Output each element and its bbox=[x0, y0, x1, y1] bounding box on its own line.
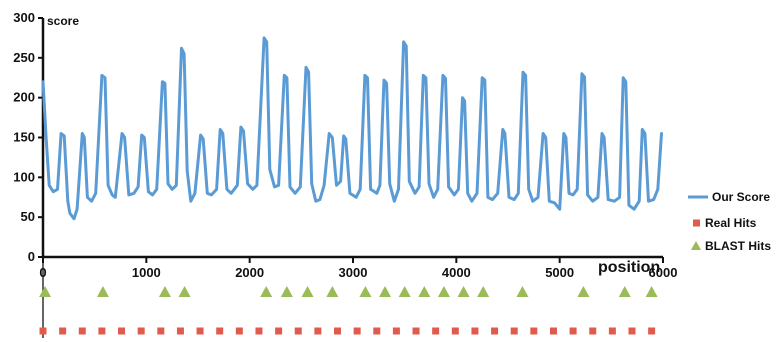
real-hit-marker bbox=[549, 327, 557, 335]
real-hit-marker bbox=[275, 327, 283, 335]
y-tick-label: 200 bbox=[13, 90, 35, 105]
real-hit-marker bbox=[98, 327, 106, 335]
y-tick-label: 0 bbox=[28, 249, 35, 264]
real-hit-marker bbox=[216, 327, 224, 335]
y-axis-ticks: 0 50 100 150 200 250 300 bbox=[13, 10, 43, 264]
x-axis-ticks: 0 1000 2000 3000 4000 5000 6000 bbox=[39, 257, 677, 280]
real-hit-marker bbox=[255, 327, 263, 335]
real-hit-marker bbox=[118, 327, 126, 335]
x-tick-label: 2000 bbox=[235, 265, 264, 280]
real-hit-marker bbox=[294, 327, 302, 335]
y-tick-label: 250 bbox=[13, 50, 35, 65]
real-hit-marker bbox=[471, 327, 479, 335]
x-tick-label: 3000 bbox=[339, 265, 368, 280]
real-hit-marker bbox=[137, 327, 145, 335]
real-hit-marker bbox=[608, 327, 616, 335]
real-hit-marker bbox=[59, 327, 67, 335]
real-hit-marker bbox=[353, 327, 361, 335]
legend-label: BLAST Hits bbox=[705, 239, 771, 253]
x-tick-label: 1000 bbox=[132, 265, 161, 280]
blast-hit-marker bbox=[158, 286, 171, 297]
real-hit-marker bbox=[569, 327, 577, 335]
real-hit-marker bbox=[235, 327, 243, 335]
blast-hit-marker bbox=[178, 286, 191, 297]
real-hit-marker bbox=[412, 327, 420, 335]
blast-hits-markers bbox=[39, 286, 658, 297]
chart-axes bbox=[41, 18, 663, 338]
blast-hit-marker bbox=[418, 286, 431, 297]
real-hit-marker bbox=[491, 327, 499, 335]
blast-hit-marker bbox=[645, 286, 658, 297]
real-hit-marker bbox=[39, 327, 47, 335]
real-hit-marker bbox=[157, 327, 165, 335]
blast-hit-marker bbox=[301, 286, 314, 297]
blast-hit-marker bbox=[618, 286, 631, 297]
real-hits-markers bbox=[39, 327, 656, 335]
real-hit-marker bbox=[510, 327, 518, 335]
y-tick-label: 150 bbox=[13, 130, 35, 145]
y-tick-label: 300 bbox=[13, 10, 35, 25]
real-hit-marker bbox=[432, 327, 440, 335]
legend-label: Our Score bbox=[712, 190, 770, 204]
real-hit-marker bbox=[648, 327, 656, 335]
blast-hit-marker bbox=[437, 286, 450, 297]
real-hit-marker bbox=[334, 327, 341, 335]
x-tick-label: 6000 bbox=[649, 265, 678, 280]
x-axis-label: position bbox=[598, 259, 660, 276]
blast-hit-marker bbox=[96, 286, 109, 297]
real-hit-marker bbox=[373, 327, 381, 335]
x-tick-label: 5000 bbox=[545, 265, 574, 280]
blast-hit-marker bbox=[516, 286, 529, 297]
y-axis-label: score bbox=[47, 14, 79, 28]
y-tick-label: 50 bbox=[21, 209, 35, 224]
y-tick-label: 100 bbox=[13, 169, 35, 184]
real-hit-marker bbox=[176, 327, 184, 335]
real-hit-marker bbox=[530, 327, 538, 335]
real-hit-marker bbox=[78, 327, 86, 335]
blast-hit-marker bbox=[577, 286, 590, 297]
blast-hit-marker bbox=[359, 286, 372, 297]
real-hit-marker bbox=[314, 327, 322, 335]
real-hit-marker bbox=[392, 327, 400, 335]
real-hit-marker bbox=[451, 327, 459, 335]
real-hit-marker bbox=[589, 327, 597, 335]
blast-hit-marker bbox=[398, 286, 411, 297]
x-tick-label: 4000 bbox=[442, 265, 471, 280]
real-hit-marker bbox=[196, 327, 204, 335]
blast-hit-marker bbox=[457, 286, 470, 297]
blast-hit-marker bbox=[39, 286, 52, 297]
blast-hit-marker bbox=[477, 286, 490, 297]
legend-swatch-blast-hits bbox=[691, 241, 701, 250]
real-hit-marker bbox=[628, 327, 636, 335]
blast-hit-marker bbox=[280, 286, 293, 297]
legend: Our Score Real Hits BLAST Hits bbox=[688, 190, 771, 253]
legend-swatch-real-hits bbox=[693, 219, 700, 227]
blast-hit-marker bbox=[326, 286, 339, 297]
blast-hit-marker bbox=[379, 286, 392, 297]
x-tick-label: 0 bbox=[39, 265, 46, 280]
legend-label: Real Hits bbox=[705, 216, 757, 230]
series-line-our-score bbox=[41, 36, 663, 221]
blast-hit-marker bbox=[260, 286, 273, 297]
